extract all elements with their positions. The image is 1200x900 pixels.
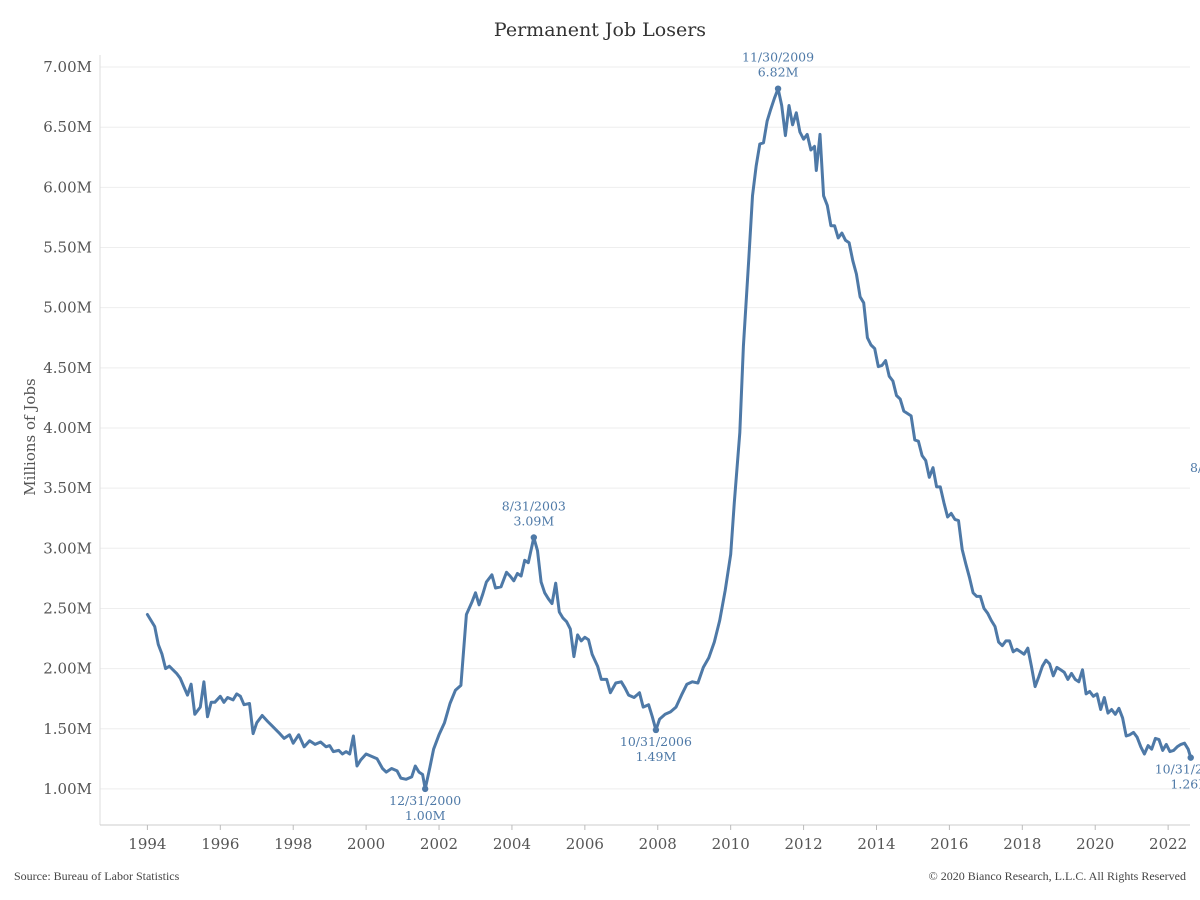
y-tick-label: 5.50M (43, 239, 92, 257)
x-tick-label: 2008 (639, 835, 677, 853)
x-tick-label: 2006 (566, 835, 604, 853)
annotation-date: 8/31/2020 (1190, 460, 1200, 475)
series-line (145, 87, 1193, 791)
x-tick-label: 1994 (128, 835, 166, 853)
y-tick-label: 4.00M (43, 419, 92, 437)
y-tick-label: 6.00M (43, 178, 92, 196)
x-tick-label: 2016 (930, 835, 968, 853)
source-note: Source: Bureau of Labor Statistics (14, 869, 180, 883)
y-tick-label: 7.00M (43, 58, 92, 76)
x-tick-label: 2012 (784, 835, 822, 853)
annotation-marker (1187, 754, 1194, 761)
annotation-value: 1.00M (405, 808, 446, 823)
annotation-marker (421, 785, 429, 793)
annotation-date: 8/31/2003 (502, 498, 566, 513)
x-tick-label: 1996 (201, 835, 239, 853)
x-tick-label: 2002 (420, 835, 458, 853)
y-tick-label: 1.50M (43, 720, 92, 738)
annotation-date: 10/31/2019 (1155, 762, 1200, 777)
x-axis-ticks: 1994 1996 1998 2000 2002 2004 2006 2008 2010 2012… (128, 825, 1187, 853)
gridlines (100, 66, 1190, 790)
annotation-value: 1.26M (1170, 777, 1200, 792)
y-tick-label: 2.50M (43, 599, 92, 617)
annotation-value: 6.82M (758, 65, 799, 80)
copyright-note: © 2020 Bianco Research, L.L.C. All Right… (929, 869, 1186, 883)
annotation-date: 11/30/2009 (742, 50, 814, 65)
annotation-marker (530, 534, 538, 541)
annotation-date: 10/31/2006 (620, 734, 692, 749)
annotation-value: 1.49M (636, 749, 677, 764)
x-tick-label: 2010 (712, 835, 750, 853)
annotation-marker (652, 726, 660, 734)
y-tick-label: 4.50M (43, 359, 92, 377)
y-tick-label: 6.50M (43, 118, 92, 136)
x-tick-label: 2014 (857, 835, 895, 853)
series-group (145, 87, 1193, 791)
y-tick-label: 3.50M (43, 479, 92, 497)
annotation-value: 3.09M (513, 513, 554, 528)
y-axis-title: Millions of Jobs (21, 378, 39, 495)
axes (99, 55, 1190, 826)
x-tick-label: 1998 (274, 835, 312, 853)
y-tick-label: 3.00M (43, 539, 92, 557)
x-tick-label: 2000 (347, 835, 385, 853)
annotation-marker (774, 85, 782, 92)
annotation-date: 12/31/2000 (389, 793, 461, 808)
y-tick-label: 2.00M (43, 660, 92, 678)
annotations: 12/31/20001.00M8/31/20033.09M10/31/20061… (389, 50, 1200, 823)
x-tick-label: 2020 (1076, 835, 1114, 853)
x-tick-label: 2018 (1003, 835, 1041, 853)
chart-title: Permanent Job Losers (494, 19, 706, 41)
y-tick-label: 5.00M (43, 299, 92, 317)
y-tick-label: 1.00M (43, 780, 92, 798)
y-axis-ticks: 1.00M 1.50M 2.00M 2.50M 3.00M 3.50M 4.00M 4.50M… (43, 58, 92, 798)
x-tick-label: 2022 (1149, 835, 1187, 853)
x-tick-label: 2004 (493, 835, 531, 853)
